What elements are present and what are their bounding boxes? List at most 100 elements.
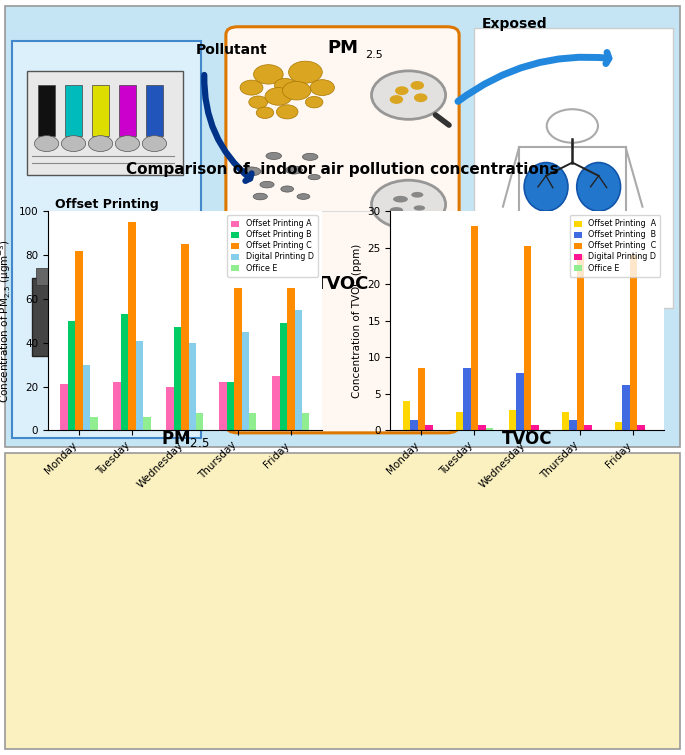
Bar [287, 288, 295, 430]
Circle shape [142, 136, 166, 152]
Ellipse shape [281, 186, 294, 192]
Bar [279, 323, 287, 430]
Ellipse shape [266, 153, 282, 159]
Circle shape [395, 86, 408, 95]
FancyBboxPatch shape [38, 85, 55, 136]
Bar [403, 401, 410, 430]
Circle shape [282, 82, 311, 100]
Bar [174, 328, 182, 430]
Text: TVOC: TVOC [315, 275, 370, 293]
Bar [531, 424, 538, 430]
Circle shape [265, 88, 292, 105]
Bar [615, 421, 622, 430]
Bar [188, 343, 196, 430]
Bar [471, 226, 478, 430]
Text: Offset Printing: Offset Printing [55, 198, 158, 211]
Bar [410, 420, 418, 430]
Legend: Offset Printing  A, Offset Printing  B, Offset Printing  C, Digital Printing D, : Offset Printing A, Offset Printing B, Of… [570, 215, 660, 276]
Ellipse shape [524, 162, 568, 211]
Bar [196, 413, 203, 430]
Bar [577, 255, 584, 430]
FancyBboxPatch shape [52, 351, 145, 370]
Text: PM$_{2.5}$: PM$_{2.5}$ [161, 430, 209, 449]
FancyBboxPatch shape [92, 85, 109, 136]
Legend: Offset Printing A, Offset Printing B, Offset Printing C, Digital Printing D, Off: Offset Printing A, Offset Printing B, Of… [227, 215, 318, 276]
Bar [637, 424, 645, 430]
Circle shape [288, 61, 322, 83]
Ellipse shape [302, 153, 318, 160]
Circle shape [115, 136, 140, 152]
Bar [273, 376, 279, 430]
Bar [128, 222, 136, 430]
Circle shape [34, 136, 59, 152]
Circle shape [240, 80, 263, 95]
Bar [486, 428, 493, 430]
FancyBboxPatch shape [27, 71, 183, 175]
Text: Worker: Worker [541, 296, 603, 311]
Bar [516, 374, 524, 430]
Bar [524, 246, 531, 430]
Bar [90, 418, 97, 430]
Ellipse shape [393, 196, 408, 202]
Ellipse shape [297, 193, 310, 199]
Bar [75, 251, 83, 430]
Circle shape [410, 81, 424, 90]
Bar [425, 425, 433, 430]
Circle shape [275, 79, 296, 92]
Bar [302, 413, 310, 430]
Bar [227, 382, 234, 430]
Circle shape [371, 180, 446, 229]
Bar [622, 385, 630, 430]
FancyBboxPatch shape [32, 278, 167, 356]
Circle shape [253, 65, 283, 84]
Circle shape [256, 107, 274, 119]
Circle shape [547, 109, 598, 143]
Bar [456, 412, 463, 430]
Bar [143, 418, 151, 430]
Ellipse shape [253, 193, 267, 200]
Circle shape [249, 96, 268, 108]
Text: PM: PM [327, 39, 359, 57]
Circle shape [371, 71, 446, 119]
Bar [60, 384, 68, 430]
Bar [242, 332, 249, 430]
Bar [463, 368, 471, 430]
FancyBboxPatch shape [119, 85, 136, 136]
Y-axis label: Concentration of PM$_{2.5}$ (μgm$^{-3}$): Concentration of PM$_{2.5}$ (μgm$^{-3}$) [0, 239, 13, 403]
Ellipse shape [577, 162, 621, 211]
Circle shape [62, 136, 86, 152]
Circle shape [88, 136, 112, 152]
Bar [569, 420, 577, 430]
Bar [562, 412, 569, 430]
FancyBboxPatch shape [49, 361, 145, 379]
FancyBboxPatch shape [65, 85, 82, 136]
Bar [114, 382, 121, 430]
Bar [83, 365, 90, 430]
Bar [249, 413, 256, 430]
Ellipse shape [286, 166, 302, 174]
Circle shape [310, 80, 334, 96]
Bar [68, 321, 75, 430]
Ellipse shape [390, 207, 403, 213]
FancyBboxPatch shape [12, 42, 201, 438]
Bar [136, 341, 143, 430]
Circle shape [390, 95, 403, 104]
FancyBboxPatch shape [226, 26, 459, 433]
Text: 2.5: 2.5 [365, 51, 383, 60]
Text: Digital Printing: Digital Printing [53, 387, 160, 401]
Bar [584, 425, 592, 430]
FancyBboxPatch shape [36, 267, 162, 285]
Bar [478, 424, 486, 430]
Bar [182, 244, 188, 430]
Circle shape [277, 105, 298, 119]
Circle shape [414, 94, 427, 102]
Ellipse shape [414, 205, 425, 211]
Bar [234, 288, 242, 430]
Ellipse shape [308, 174, 321, 180]
Ellipse shape [242, 167, 261, 176]
Bar [630, 255, 637, 430]
Text: TVOC: TVOC [502, 430, 553, 448]
Ellipse shape [411, 192, 423, 198]
Text: Comparison of  indoor air pollution concentrations: Comparison of indoor air pollution conce… [126, 162, 559, 177]
FancyBboxPatch shape [146, 85, 162, 136]
